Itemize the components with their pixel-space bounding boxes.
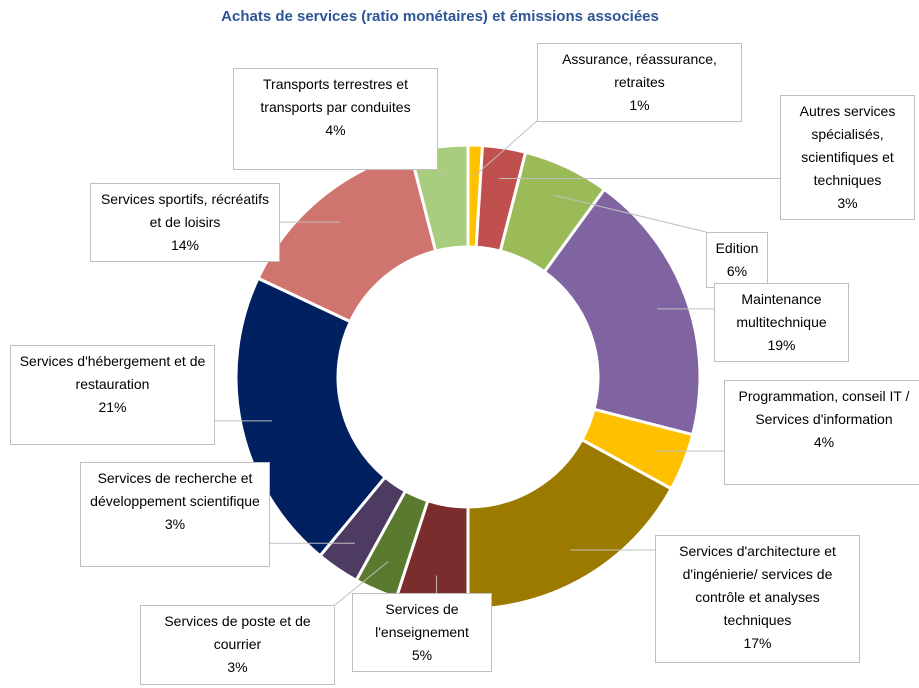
label-value: 3% [227,659,248,675]
label-name: Autres services spécialisés, scientifiqu… [799,103,896,188]
data-label: Maintenance multitechnique 19% [714,283,849,362]
data-label: Services d'hébergement et de restauratio… [10,345,215,445]
leader-line [437,169,444,178]
data-label: Services d'architecture et d'ingénierie/… [655,535,860,663]
label-name: Services de poste et de courrier [164,613,311,652]
label-name: Services sportifs, récréatifs et de lois… [100,191,270,230]
label-value: 3% [164,516,186,532]
chart-title: Achats de services (ratio monétaires) et… [221,8,659,25]
label-name: Programmation, conseil IT / Services d'i… [738,388,910,427]
label-name: Services d'hébergement et de restauratio… [19,353,206,392]
data-label: Services sportifs, récréatifs et de lois… [90,183,280,262]
data-label: Autres services spécialisés, scientifiqu… [780,95,915,220]
data-label: Services de poste et de courrier 3% [140,605,335,685]
data-label: Assurance, réassurance, retraites 1% [537,43,742,122]
label-value: 1% [629,97,650,113]
label-value: 5% [411,647,433,663]
label-name: Transports terrestres et transports par … [260,76,411,115]
label-value: 19% [767,337,796,353]
data-label: Services de recherche et développement s… [80,462,270,567]
data-label: Services de l'enseignement 5% [352,593,492,672]
label-value: 6% [726,263,748,279]
label-name: Edition [715,240,759,256]
data-label: Transports terrestres et transports par … [233,68,438,170]
label-name: Assurance, réassurance, retraites [562,51,717,90]
label-name: Services d'architecture et d'ingénierie/… [679,543,836,628]
label-value: 21% [98,399,127,415]
label-name: Services de recherche et développement s… [90,470,260,509]
data-label: Programmation, conseil IT / Services d'i… [724,380,919,485]
leader-line [553,194,707,233]
leader-line [334,561,389,606]
label-value: 3% [837,195,858,211]
label-value: 14% [170,237,200,253]
label-value: 4% [325,122,346,138]
label-name: Maintenance multitechnique [736,291,827,330]
leader-lines [215,120,780,606]
leader-line [473,120,538,177]
label-name: Services de l'enseignement [375,601,469,640]
donut-segment [542,187,702,437]
label-value: 17% [743,635,772,651]
data-label: Edition 6% [706,232,768,288]
label-value: 4% [813,434,835,450]
